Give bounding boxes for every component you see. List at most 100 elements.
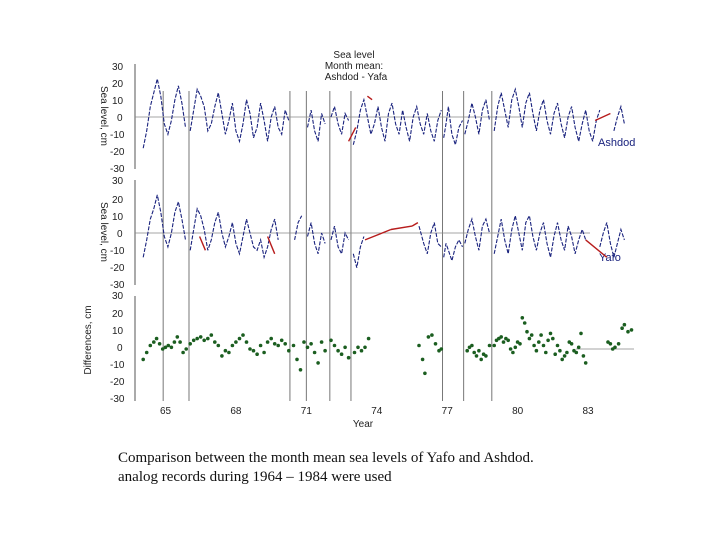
difference-point-51 — [316, 361, 320, 365]
difference-point-98 — [527, 336, 532, 341]
difference-point-12 — [178, 340, 182, 344]
difference-point-111 — [558, 348, 562, 353]
yafo-gap-segment-1 — [266, 236, 276, 255]
difference-point-121 — [581, 354, 586, 358]
xtick-71: 71 — [301, 406, 313, 417]
difference-point-87 — [501, 340, 506, 344]
difference-point-118 — [574, 350, 579, 355]
ytick-diff-m10: -10 — [110, 360, 125, 371]
difference-point-70 — [433, 342, 438, 346]
xtick-74: 74 — [371, 406, 383, 417]
ashdod-series-segment-5 — [443, 106, 463, 147]
difference-point-106 — [546, 338, 550, 343]
yafo-series-segment-4 — [330, 225, 350, 256]
chart-title-line-1: Sea level — [333, 50, 374, 61]
panel-yafo: 30 20 10 0 -10 -20 -30 Sea level, cm Yaf… — [98, 176, 625, 291]
difference-point-31 — [244, 340, 249, 344]
difference-point-35 — [258, 343, 263, 348]
difference-point-4 — [154, 336, 159, 341]
ashdod-series-segment-0 — [142, 78, 187, 149]
yafo-series-segment-2 — [294, 215, 303, 241]
ytick-diff-30: 30 — [112, 291, 124, 302]
difference-point-5 — [157, 342, 162, 346]
difference-point-126 — [613, 345, 617, 350]
yafo-series-segment-6 — [418, 222, 442, 254]
ytick-yafo-20: 20 — [112, 195, 124, 206]
difference-point-105 — [544, 350, 548, 355]
difference-point-39 — [272, 342, 277, 346]
difference-point-41 — [279, 338, 284, 343]
ytick-ashdod-m30: -30 — [110, 164, 125, 175]
difference-point-45 — [295, 357, 299, 362]
difference-point-79 — [479, 357, 484, 362]
difference-point-53 — [323, 348, 327, 353]
difference-point-104 — [541, 343, 546, 348]
difference-point-83 — [492, 343, 497, 348]
difference-point-0 — [141, 357, 145, 362]
difference-point-107 — [548, 331, 553, 336]
difference-point-42 — [283, 342, 288, 346]
ytick-yafo-30: 30 — [112, 176, 124, 187]
ashdod-gap-segment-1 — [366, 95, 373, 101]
difference-point-13 — [181, 350, 185, 355]
difference-point-101 — [534, 348, 539, 353]
yafo-gap-segment-4 — [411, 221, 419, 227]
difference-point-58 — [343, 345, 347, 350]
chart-title-line-2: Month mean: — [325, 61, 383, 72]
difference-point-47 — [302, 340, 306, 344]
difference-point-20 — [206, 336, 210, 341]
difference-point-60 — [352, 350, 357, 355]
ytick-diff-20: 20 — [112, 309, 124, 320]
difference-point-22 — [213, 340, 217, 344]
difference-point-49 — [309, 342, 313, 346]
difference-point-90 — [508, 347, 513, 351]
difference-point-46 — [298, 368, 303, 372]
gap-lines — [162, 91, 493, 401]
difference-point-95 — [520, 316, 525, 320]
xtick-68: 68 — [230, 406, 242, 417]
ashdod-gap-segment-2 — [594, 112, 611, 122]
yafo-series-segment-7 — [443, 238, 463, 263]
difference-point-61 — [356, 345, 360, 350]
ashdod-series-segment-2 — [306, 109, 326, 142]
difference-point-27 — [230, 343, 235, 348]
ytick-yafo-m20: -20 — [110, 263, 125, 274]
difference-point-122 — [583, 361, 588, 365]
yafo-gap-segment-5 — [585, 239, 608, 258]
difference-point-92 — [513, 345, 518, 350]
difference-point-68 — [426, 335, 431, 339]
yafo-gap-segment-0 — [198, 236, 207, 251]
difference-point-76 — [472, 350, 477, 355]
ytick-ashdod-0: 0 — [117, 113, 123, 124]
difference-point-33 — [251, 348, 256, 353]
difference-point-32 — [248, 347, 252, 351]
difference-point-15 — [188, 342, 192, 346]
difference-point-130 — [626, 329, 630, 334]
xtick-77: 77 — [442, 406, 454, 417]
difference-point-113 — [562, 354, 567, 358]
ytick-diff-m30: -30 — [110, 394, 125, 405]
difference-point-97 — [525, 329, 529, 334]
ashdod-series-segment-4 — [352, 97, 442, 145]
difference-point-99 — [529, 333, 534, 337]
yafo-series-segment-3 — [306, 222, 326, 254]
ytick-ashdod-10: 10 — [112, 96, 124, 107]
difference-point-19 — [202, 338, 206, 343]
figure-caption: Comparison between the month mean sea le… — [118, 449, 534, 487]
difference-point-77 — [474, 354, 479, 358]
difference-point-21 — [209, 333, 214, 337]
series-label-ashdod: Ashdod — [598, 137, 635, 149]
caption-line-2: analog records during 1964 – 1984 were u… — [118, 469, 392, 485]
difference-point-40 — [276, 343, 281, 348]
difference-point-62 — [359, 348, 364, 353]
ashdod-series-segment-8 — [613, 104, 625, 132]
difference-point-91 — [511, 350, 515, 355]
difference-point-10 — [172, 340, 177, 344]
ylabel-ashdod: Sea level, cm — [98, 86, 109, 146]
difference-point-17 — [195, 336, 199, 341]
difference-point-38 — [269, 336, 274, 341]
ytick-diff-0: 0 — [117, 343, 123, 354]
ytick-ashdod-m10: -10 — [110, 130, 125, 141]
difference-point-11 — [175, 335, 180, 339]
ytick-yafo-m10: -10 — [110, 246, 125, 257]
